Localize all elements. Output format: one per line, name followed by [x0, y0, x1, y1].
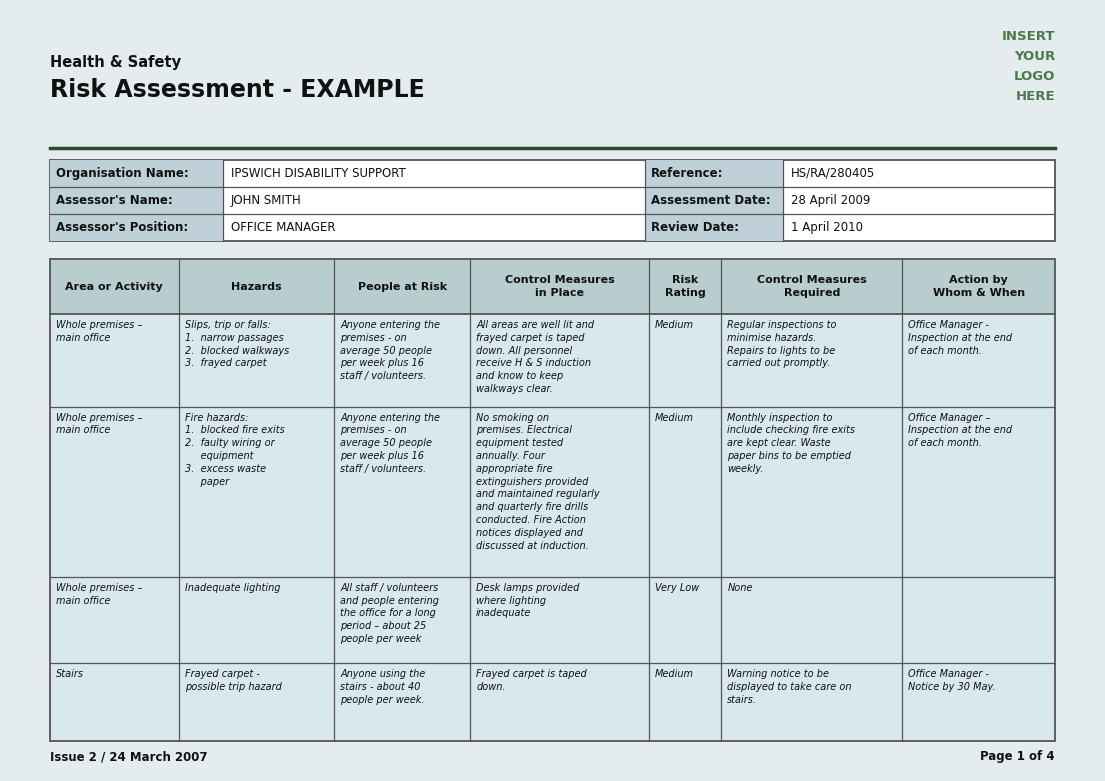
- Text: Frayed carpet is taped
down.: Frayed carpet is taped down.: [476, 669, 587, 692]
- Text: Slips, trip or falls:
1.  narrow passages
2.  blocked walkways
3.  frayed carpet: Slips, trip or falls: 1. narrow passages…: [185, 320, 288, 369]
- Bar: [903, 407, 1055, 577]
- Bar: [903, 314, 1055, 407]
- Bar: [649, 577, 722, 663]
- Text: Action by
Whom & When: Action by Whom & When: [933, 275, 1024, 298]
- Text: Office Manager -
Inspection at the end
of each month.: Office Manager - Inspection at the end o…: [908, 320, 1012, 355]
- Text: Very Low: Very Low: [655, 583, 699, 593]
- Bar: [722, 314, 903, 407]
- Bar: [50, 214, 223, 241]
- Text: Organisation Name:: Organisation Name:: [56, 167, 189, 180]
- Text: Assessor's Position:: Assessor's Position:: [56, 221, 188, 234]
- Text: Issue 2 / 24 March 2007: Issue 2 / 24 March 2007: [50, 750, 208, 763]
- Text: Frayed carpet -
possible trip hazard: Frayed carpet - possible trip hazard: [185, 669, 282, 692]
- Text: Fire hazards:
1.  blocked fire exits
2.  faulty wiring or
     equipment
3.  exc: Fire hazards: 1. blocked fire exits 2. f…: [185, 412, 284, 487]
- Text: People at Risk: People at Risk: [358, 281, 446, 291]
- Bar: [335, 314, 470, 407]
- Text: All areas are well lit and
frayed carpet is taped
down. All personnel
receive H : All areas are well lit and frayed carpet…: [476, 320, 594, 394]
- Bar: [179, 407, 335, 577]
- Text: HS/RA/280405: HS/RA/280405: [791, 167, 875, 180]
- Text: Anyone using the
stairs - about 40
people per week.: Anyone using the stairs - about 40 peopl…: [340, 669, 425, 705]
- Bar: [335, 577, 470, 663]
- Text: Medium: Medium: [655, 669, 694, 679]
- Text: INSERT
YOUR
LOGO
HERE: INSERT YOUR LOGO HERE: [1001, 30, 1055, 103]
- Bar: [335, 663, 470, 741]
- Text: Anyone entering the
premises - on
average 50 people
per week plus 16
staff / vol: Anyone entering the premises - on averag…: [340, 320, 441, 381]
- Text: IPSWICH DISABILITY SUPPORT: IPSWICH DISABILITY SUPPORT: [231, 167, 406, 180]
- Bar: [645, 214, 783, 241]
- Text: Area or Activity: Area or Activity: [65, 281, 164, 291]
- Text: No smoking on
premises. Electrical
equipment tested
annually. Four
appropriate f: No smoking on premises. Electrical equip…: [476, 412, 600, 551]
- Bar: [50, 577, 179, 663]
- Text: All staff / volunteers
and people entering
the office for a long
period – about : All staff / volunteers and people enteri…: [340, 583, 440, 644]
- Text: Review Date:: Review Date:: [651, 221, 739, 234]
- Bar: [722, 407, 903, 577]
- Bar: [179, 314, 335, 407]
- Text: OFFICE MANAGER: OFFICE MANAGER: [231, 221, 336, 234]
- Text: Stairs: Stairs: [56, 669, 84, 679]
- Bar: [50, 314, 179, 407]
- Text: Assessment Date:: Assessment Date:: [651, 194, 770, 207]
- Text: Risk Assessment - EXAMPLE: Risk Assessment - EXAMPLE: [50, 78, 424, 102]
- Bar: [722, 577, 903, 663]
- Bar: [903, 577, 1055, 663]
- Bar: [50, 187, 223, 214]
- Text: Whole premises –
main office: Whole premises – main office: [56, 412, 143, 435]
- Bar: [50, 259, 1055, 314]
- Text: Medium: Medium: [655, 412, 694, 423]
- Text: Office Manager -
Notice by 30 May.: Office Manager - Notice by 30 May.: [908, 669, 996, 692]
- Bar: [50, 407, 179, 577]
- Text: Page 1 of 4: Page 1 of 4: [980, 750, 1055, 763]
- Text: Anyone entering the
premises - on
average 50 people
per week plus 16
staff / vol: Anyone entering the premises - on averag…: [340, 412, 441, 474]
- Bar: [645, 187, 783, 214]
- Text: Whole premises –
main office: Whole premises – main office: [56, 320, 143, 343]
- Bar: [179, 577, 335, 663]
- Text: Inadequate lighting: Inadequate lighting: [185, 583, 281, 593]
- Text: None: None: [727, 583, 753, 593]
- Text: Reference:: Reference:: [651, 167, 724, 180]
- Text: Medium: Medium: [655, 320, 694, 330]
- Bar: [50, 160, 223, 187]
- Bar: [470, 407, 649, 577]
- Bar: [470, 577, 649, 663]
- Text: Assessor's Name:: Assessor's Name:: [56, 194, 172, 207]
- Text: Office Manager –
Inspection at the end
of each month.: Office Manager – Inspection at the end o…: [908, 412, 1012, 448]
- Bar: [722, 663, 903, 741]
- Text: JOHN SMITH: JOHN SMITH: [231, 194, 302, 207]
- Text: Whole premises –
main office: Whole premises – main office: [56, 583, 143, 605]
- Bar: [649, 314, 722, 407]
- Bar: [470, 663, 649, 741]
- Bar: [50, 160, 1055, 241]
- Text: Control Measures
in Place: Control Measures in Place: [505, 275, 614, 298]
- Bar: [903, 663, 1055, 741]
- Text: Risk
Rating: Risk Rating: [665, 275, 705, 298]
- Bar: [179, 663, 335, 741]
- Bar: [50, 663, 179, 741]
- Text: Regular inspections to
minimise hazards.
Repairs to lights to be
carried out pro: Regular inspections to minimise hazards.…: [727, 320, 836, 369]
- Text: 28 April 2009: 28 April 2009: [791, 194, 871, 207]
- Text: Health & Safety: Health & Safety: [50, 55, 181, 70]
- Text: Monthly inspection to
include checking fire exits
are kept clear. Waste
paper bi: Monthly inspection to include checking f…: [727, 412, 855, 474]
- Bar: [649, 407, 722, 577]
- Bar: [335, 407, 470, 577]
- Bar: [470, 314, 649, 407]
- Bar: [649, 663, 722, 741]
- Bar: [645, 160, 783, 187]
- Text: Warning notice to be
displayed to take care on
stairs.: Warning notice to be displayed to take c…: [727, 669, 852, 705]
- Text: Hazards: Hazards: [231, 281, 282, 291]
- Text: 1 April 2010: 1 April 2010: [791, 221, 863, 234]
- Text: Desk lamps provided
where lighting
inadequate: Desk lamps provided where lighting inade…: [476, 583, 579, 619]
- Text: Control Measures
Required: Control Measures Required: [757, 275, 866, 298]
- Bar: [50, 259, 1055, 741]
